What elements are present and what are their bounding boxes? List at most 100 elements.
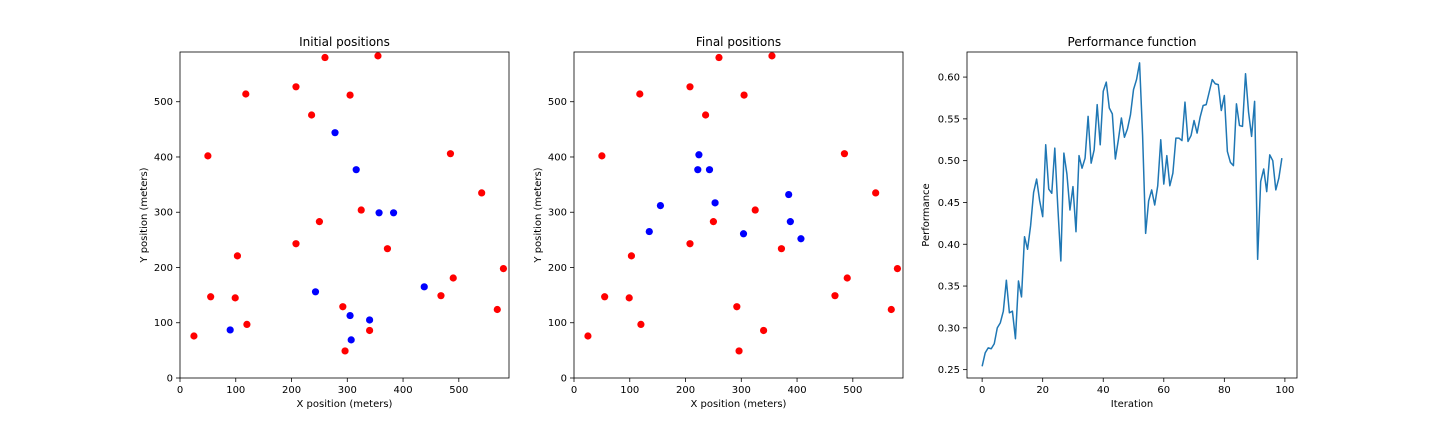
scatter-point-blue: [226, 326, 234, 334]
scatter-point-red: [315, 218, 324, 226]
axes-frame: [573, 51, 904, 379]
scatter-point-blue: [694, 166, 702, 174]
y-tick-label: 200: [154, 263, 173, 274]
scatter-point-red: [733, 303, 741, 311]
scatter-point-red: [686, 240, 694, 248]
scatter-point-red: [243, 320, 251, 329]
scatter-point-red: [478, 189, 486, 197]
y-axis-label: Y position (meters): [533, 167, 544, 263]
y-tick-label: 300: [154, 208, 173, 219]
scatter-point-red: [584, 332, 592, 340]
scatter-point-red: [207, 293, 215, 301]
scatter-point-red: [601, 293, 609, 301]
scatter-point-blue: [797, 235, 805, 243]
scatter-point-blue: [785, 190, 793, 199]
x-tick-label: 0: [979, 385, 985, 396]
x-tick-label: 400: [788, 385, 807, 396]
scatter-point-red: [598, 152, 606, 160]
y-tick-label: 400: [548, 152, 567, 163]
scatter-point-red: [768, 52, 776, 60]
scatter-point-red: [715, 53, 723, 62]
scatter-point-red: [190, 332, 198, 340]
scatter-point-red: [709, 218, 718, 226]
scatter-point-red: [499, 264, 508, 273]
scatter-point-red: [831, 292, 839, 300]
x-axis-label: X position (meters): [297, 399, 393, 410]
scatter-point-red: [357, 206, 365, 214]
scatter-point-red: [339, 303, 347, 311]
scatter-point-blue: [739, 230, 748, 238]
x-axis-label: X position (meters): [691, 399, 787, 410]
y-tick-label: 200: [548, 263, 567, 274]
y-tick-label: 400: [154, 152, 173, 163]
scatter-point-red: [893, 264, 902, 273]
scatter-point-red: [449, 274, 457, 282]
scatter-point-red: [204, 152, 212, 160]
scatter-point-red: [702, 111, 710, 119]
y-tick-label: 100: [154, 318, 173, 329]
y-tick-label: 0.45: [938, 198, 960, 209]
scatter-point-blue: [786, 218, 794, 226]
x-tick-label: 500: [843, 385, 862, 396]
scatter-point-blue: [695, 151, 703, 159]
scatter-point-blue: [375, 209, 383, 217]
scatter-point-red: [887, 305, 895, 314]
scatter-point-red: [872, 189, 880, 197]
scatter-point-red: [636, 90, 644, 98]
scatter-point-blue: [711, 199, 719, 207]
scatter-point-blue: [420, 283, 428, 291]
x-tick-label: 100: [1275, 385, 1294, 396]
y-tick-label: 300: [548, 208, 567, 219]
x-tick-label: 200: [676, 385, 695, 396]
y-tick-label: 0: [561, 374, 567, 385]
x-tick-label: 0: [177, 385, 183, 396]
x-tick-label: 20: [1036, 385, 1049, 396]
scatter-point-blue: [346, 311, 354, 320]
scatter-point-red: [843, 274, 851, 282]
scatter-point-red: [321, 53, 329, 62]
x-tick-label: 80: [1218, 385, 1231, 396]
x-tick-label: 40: [1097, 385, 1110, 396]
chart-panel-3: 0 20 40 60 80 100 0.25 0.30 0.35 0.40 0.45 0.50 0.55…: [921, 35, 1298, 410]
scatter-point-red: [751, 206, 759, 214]
scatter-point-blue: [352, 166, 360, 174]
scatter-point-red: [231, 294, 239, 302]
y-tick-label: 0.40: [938, 240, 960, 251]
y-tick-label: 0.30: [938, 323, 960, 334]
scatter-point-red: [735, 347, 743, 355]
scatter-point-red: [292, 240, 300, 248]
y-tick-label: 0.55: [938, 114, 960, 125]
scatter-point-blue: [331, 129, 339, 137]
scatter-point-red: [740, 91, 748, 99]
y-tick-label: 0.50: [938, 156, 960, 167]
x-tick-label: 60: [1157, 385, 1170, 396]
chart-panel-2: 0 100 200 300 400 500 0 100 200 300 400 500 Final po…: [533, 35, 904, 410]
y-tick-label: 0.25: [938, 365, 960, 376]
y-tick-label: 100: [548, 318, 567, 329]
scatter-point-red: [365, 326, 374, 335]
scatter-point-red: [374, 52, 382, 60]
y-tick-label: 0.35: [938, 282, 960, 293]
chart-title: Initial positions: [299, 35, 390, 49]
chart-title: Final positions: [696, 35, 781, 49]
x-tick-label: 100: [620, 385, 639, 396]
scatter-point-blue: [389, 209, 398, 217]
y-tick-label: 0: [167, 374, 173, 385]
scatter-point-blue: [311, 288, 320, 296]
scatter-point-red: [777, 245, 786, 253]
x-axis-label: Iteration: [1111, 399, 1153, 410]
axes-frame: [179, 51, 510, 379]
scatter-point-red: [292, 83, 300, 91]
x-tick-label: 300: [338, 385, 357, 396]
x-tick-label: 100: [226, 385, 245, 396]
y-axis-label: Performance: [921, 183, 932, 246]
scatter-point-blue: [365, 316, 374, 324]
scatter-point-red: [686, 83, 694, 91]
chart-title: Performance function: [1068, 35, 1197, 49]
scatter-point-red: [637, 320, 645, 329]
scatter-point-red: [383, 245, 392, 253]
scatter-point-red: [341, 347, 349, 355]
x-tick-label: 500: [449, 385, 468, 396]
scatter-point-red: [493, 305, 501, 314]
